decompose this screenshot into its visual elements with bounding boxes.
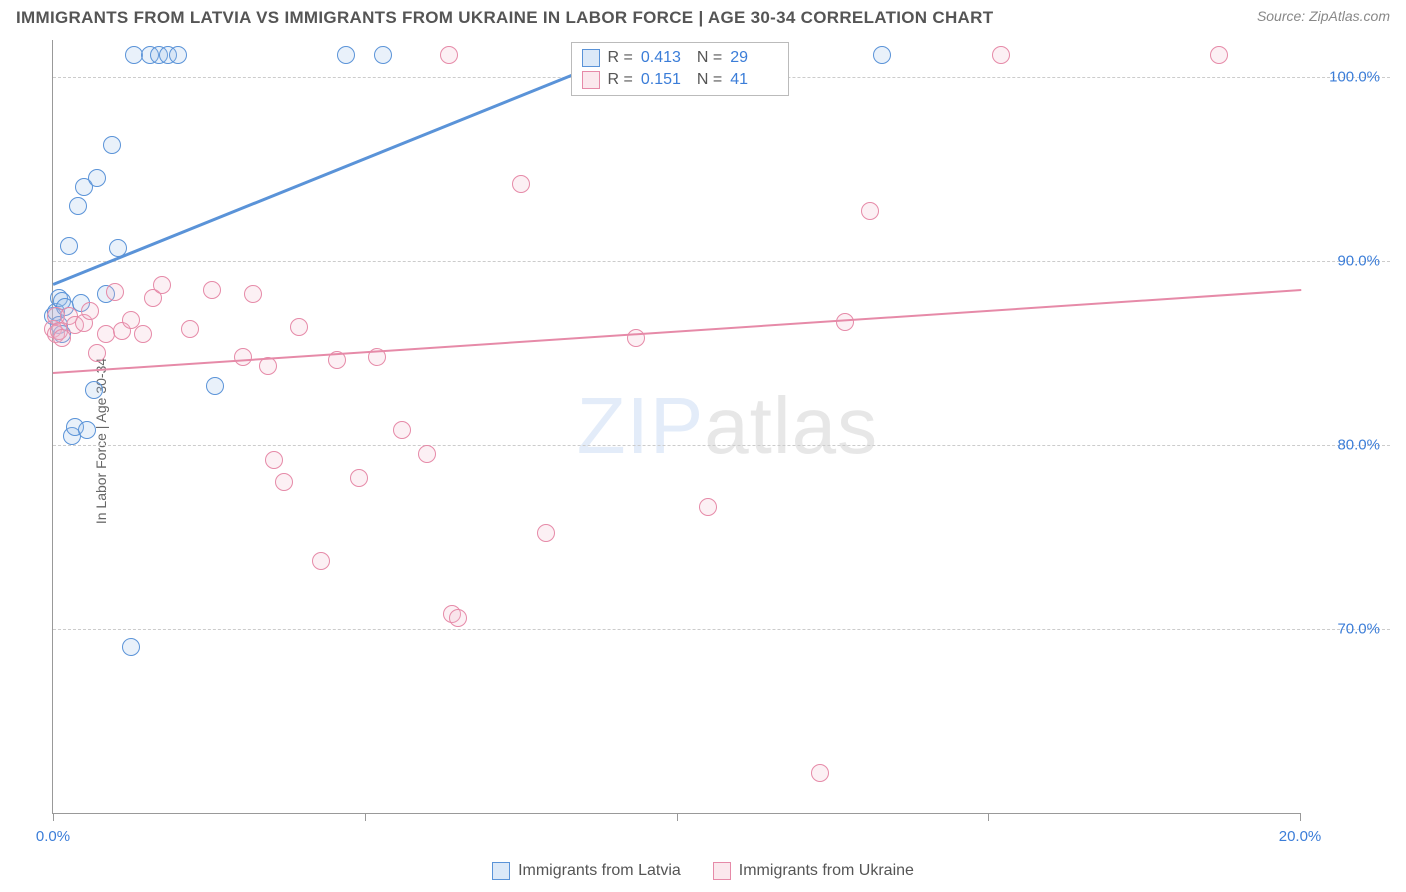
y-tick-label: 90.0% <box>1337 252 1380 269</box>
scatter-point <box>103 136 121 154</box>
scatter-point <box>537 524 555 542</box>
scatter-point <box>1210 46 1228 64</box>
scatter-point <box>134 325 152 343</box>
scatter-point <box>169 46 187 64</box>
stats-row: R = 0.151 N = 41 <box>582 69 779 91</box>
gridline <box>53 445 1390 446</box>
scatter-point <box>374 46 392 64</box>
trend-line <box>53 49 634 285</box>
trend-line <box>53 289 1301 374</box>
stats-box: R = 0.413 N = 29 R = 0.151 N = 41 <box>571 42 790 96</box>
legend-swatch <box>713 862 731 880</box>
x-tick <box>1300 813 1301 821</box>
y-tick-label: 70.0% <box>1337 620 1380 637</box>
page-title: IMMIGRANTS FROM LATVIA VS IMMIGRANTS FRO… <box>16 8 993 28</box>
y-tick-label: 80.0% <box>1337 436 1380 453</box>
scatter-point <box>393 421 411 439</box>
x-axis <box>52 826 1300 850</box>
scatter-point <box>88 344 106 362</box>
scatter-point <box>418 445 436 463</box>
source-attribution: Source: ZipAtlas.com <box>1257 8 1390 24</box>
stat-key: N = <box>697 71 722 89</box>
legend-item: Immigrants from Ukraine <box>713 862 914 880</box>
scatter-point <box>861 202 879 220</box>
scatter-point <box>206 377 224 395</box>
scatter-point <box>312 552 330 570</box>
stat-n-value: 29 <box>730 49 778 67</box>
scatter-point <box>85 381 103 399</box>
scatter-point <box>153 276 171 294</box>
stat-key: R = <box>608 49 633 67</box>
scatter-point <box>290 318 308 336</box>
plot-area: ZIPatlas 70.0%80.0%90.0%100.0%0.0%20.0%R… <box>52 40 1300 814</box>
y-tick-label: 100.0% <box>1329 68 1380 85</box>
legend-swatch <box>492 862 510 880</box>
legend-swatch <box>582 71 600 89</box>
scatter-point <box>873 46 891 64</box>
scatter-point <box>265 451 283 469</box>
scatter-point <box>275 473 293 491</box>
legend-label: Immigrants from Ukraine <box>739 862 914 880</box>
watermark-atlas: atlas <box>704 381 878 470</box>
gridline <box>53 629 1390 630</box>
stat-r-value: 0.413 <box>641 49 689 67</box>
scatter-point <box>106 283 124 301</box>
x-tick <box>365 813 366 821</box>
stat-key: R = <box>608 71 633 89</box>
chart-legend: Immigrants from Latvia Immigrants from Uk… <box>0 862 1406 880</box>
gridline <box>53 261 1390 262</box>
scatter-point <box>78 421 96 439</box>
stat-n-value: 41 <box>730 71 778 89</box>
scatter-point <box>81 302 99 320</box>
scatter-point <box>512 175 530 193</box>
scatter-point <box>337 46 355 64</box>
scatter-point <box>69 197 87 215</box>
x-tick <box>677 813 678 821</box>
scatter-point <box>992 46 1010 64</box>
scatter-point <box>449 609 467 627</box>
legend-label: Immigrants from Latvia <box>518 862 681 880</box>
scatter-point <box>122 638 140 656</box>
scatter-point <box>181 320 199 338</box>
scatter-point <box>122 311 140 329</box>
scatter-point <box>60 237 78 255</box>
stats-row: R = 0.413 N = 29 <box>582 47 779 69</box>
watermark-zip: ZIP <box>577 381 704 470</box>
legend-swatch <box>582 49 600 67</box>
scatter-point <box>88 169 106 187</box>
x-tick <box>988 813 989 821</box>
watermark: ZIPatlas <box>577 380 878 472</box>
stat-key: N = <box>697 49 722 67</box>
scatter-point <box>811 764 829 782</box>
scatter-point <box>699 498 717 516</box>
stat-r-value: 0.151 <box>641 71 689 89</box>
legend-item: Immigrants from Latvia <box>492 862 681 880</box>
scatter-point <box>440 46 458 64</box>
scatter-point <box>350 469 368 487</box>
correlation-chart: In Labor Force | Age 30-34 ZIPatlas 70.0… <box>24 40 1390 842</box>
scatter-point <box>234 348 252 366</box>
scatter-point <box>244 285 262 303</box>
scatter-point <box>203 281 221 299</box>
x-tick <box>53 813 54 821</box>
